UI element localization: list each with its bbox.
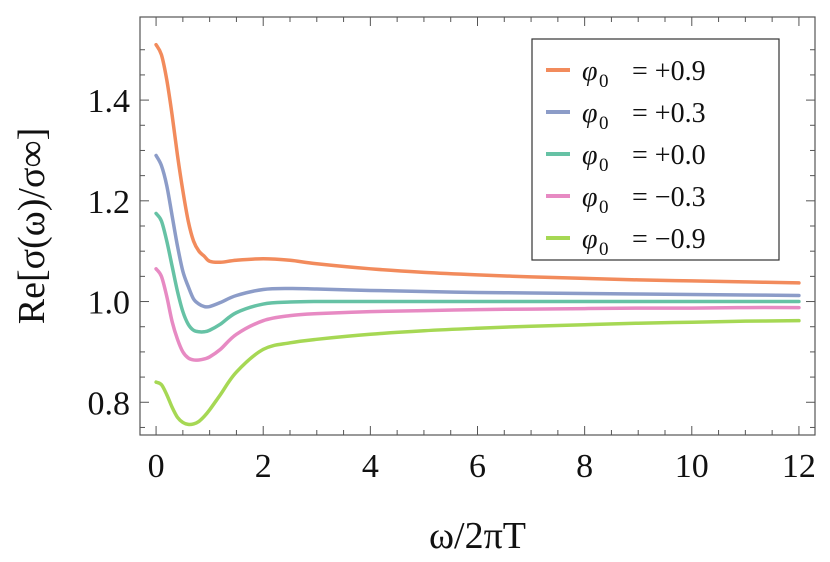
legend-subscript: 0 [599,113,609,134]
x-tick-label: 8 [576,448,593,485]
y-tick-labels: 0.8 1.0 1.2 1.4 [88,83,131,422]
legend-subscript: 0 [599,197,609,218]
series-line-5 [154,318,801,427]
legend-symbol: φ [582,224,598,255]
x-tick-label: 10 [675,448,709,485]
legend-item: φ 0 = +0.9 [546,56,706,92]
y-tick-label: 1.0 [88,285,131,322]
legend-symbol: φ [582,182,598,213]
legend-value: = −0.9 [632,224,706,255]
y-axis-title: Re[σ(ω)/σ∞] [11,128,53,324]
legend-symbol: φ [582,98,598,129]
y-tick-label: 1.4 [88,83,131,120]
x-tick-label: 6 [469,448,486,485]
legend-subscript: 0 [599,71,609,92]
legend-subscript: 0 [599,155,609,176]
series-line-2 [154,153,801,309]
legend-value: = +0.0 [632,140,706,171]
x-axis-title: ω/2πT [429,515,526,557]
legend-value: = −0.3 [632,182,706,213]
x-tick-label: 12 [782,448,816,485]
legend-symbol: φ [582,140,598,171]
legend-items: φ 0 = +0.9φ 0 = +0.3φ 0 = +0.0φ 0 = −0.3φ 0 = −0.9 [546,56,706,260]
legend-item: φ 0 = +0.3 [546,98,706,134]
series-line-3 [154,211,801,334]
legend: φ 0 = +0.9φ 0 = +0.3φ 0 = +0.0φ 0 = −0.3φ 0 = −0.9 [531,38,780,261]
series-line-1 [154,42,801,285]
series-lines [154,42,801,427]
y-tick-label: 1.2 [88,184,131,221]
legend-box [531,38,780,261]
legend-item: φ 0 = −0.9 [546,224,706,260]
series-line-4 [154,267,801,362]
x-tick-label: 0 [148,448,165,485]
legend-value: = +0.9 [632,56,706,87]
x-tick-labels: 0 2 4 6 8 10 12 [148,448,816,485]
legend-subscript: 0 [599,239,609,260]
legend-item: φ 0 = +0.0 [546,140,706,176]
y-tick-label: 0.8 [88,385,131,422]
axis-ticks [140,17,815,435]
legend-value: = +0.3 [632,98,706,129]
x-tick-label: 4 [362,448,379,485]
x-tick-label: 2 [255,448,272,485]
legend-symbol: φ [582,56,598,87]
legend-item: φ 0 = −0.3 [546,182,706,218]
